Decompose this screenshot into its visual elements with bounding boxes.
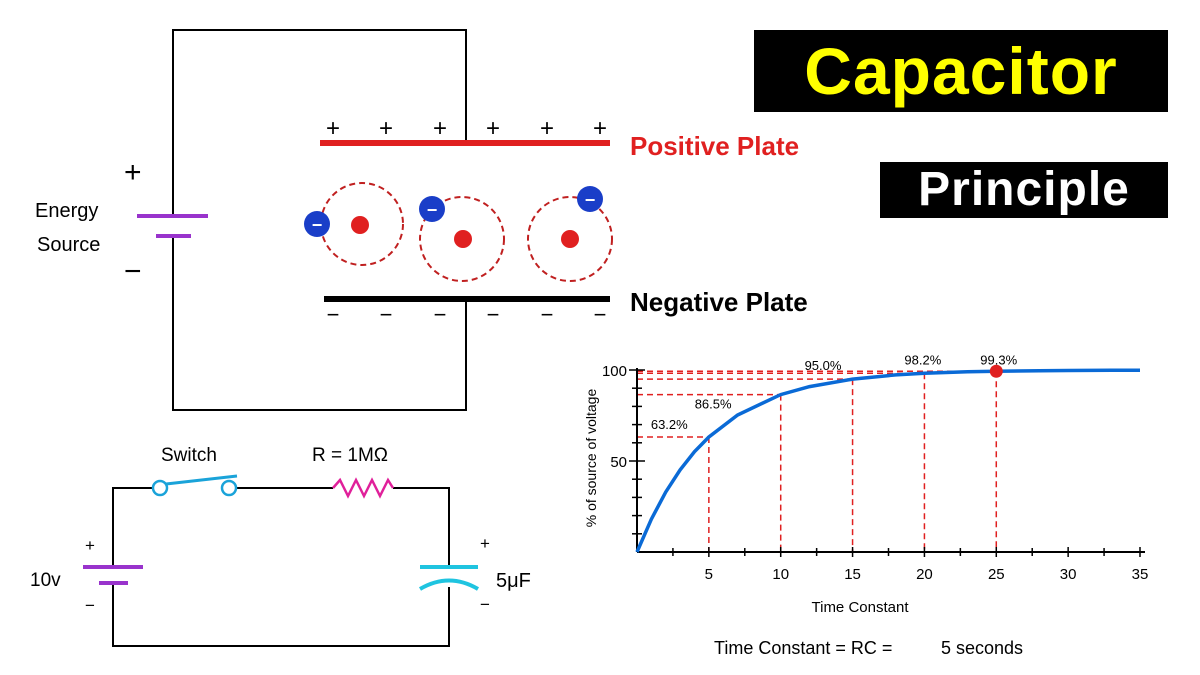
battery-minus: −: [85, 596, 95, 615]
minus-charge: −: [541, 302, 554, 327]
guide-lines: [637, 370, 998, 552]
title-principle: Principle: [880, 162, 1168, 218]
minus-charge: −: [327, 302, 340, 327]
plus-charge: +: [593, 115, 607, 142]
atom: −: [527, 186, 613, 282]
atom: −: [304, 182, 404, 266]
capacitor-label: 5μF: [496, 570, 531, 592]
plus-charge: +: [540, 115, 554, 142]
y-tick-label: 100: [602, 363, 627, 380]
minus-charge: −: [487, 302, 500, 327]
chart-axes: 5 10 15 20 25 30 35 50 100: [602, 363, 1148, 583]
electron: [419, 196, 445, 222]
switch-label: Switch: [161, 445, 217, 466]
annotation-label: 95.0%: [805, 358, 842, 373]
circuit-wire: [112, 487, 159, 567]
highlight-point: [989, 364, 1003, 378]
minus-charge: −: [434, 302, 447, 327]
x-tick-label: 10: [772, 566, 789, 583]
electron: [304, 211, 330, 237]
nucleus: [351, 216, 369, 234]
switch-terminal: [151, 479, 169, 497]
annotation-label: 98.2%: [904, 352, 941, 367]
rc-circuit: Switch R = 1MΩ 10v + − 5μF + −: [30, 445, 531, 647]
battery-plus: +: [85, 536, 95, 555]
minus-charge: −: [380, 302, 393, 327]
x-tick-label: 20: [916, 566, 933, 583]
electron-sign: −: [312, 215, 323, 235]
formula-lhs: Time Constant = RC =: [714, 638, 892, 658]
plus-charge: +: [326, 115, 340, 142]
formula-rhs: 5 seconds: [941, 638, 1023, 658]
orbit-circle: [320, 182, 404, 266]
electron-sign: −: [427, 200, 438, 220]
resistor-label: R = 1MΩ: [312, 445, 388, 466]
plus-charge: +: [379, 115, 393, 142]
atom: −: [419, 196, 505, 282]
switch-lever: [165, 474, 238, 486]
energy-source-minus: −: [124, 255, 142, 288]
plus-charge: +: [486, 115, 500, 142]
orbit-circle: [419, 196, 505, 282]
circuit-wire: [172, 29, 467, 216]
resistor: [332, 477, 395, 499]
annotation-label: 63.2%: [651, 417, 688, 432]
charging-curve-chart: 5 10 15 20 25 30 35 50 100 63.2% 86.5% 95.0% 98.2% 9…: [583, 352, 1148, 658]
battery-label: 10v: [30, 570, 61, 591]
circuit-wire: [393, 487, 450, 567]
negative-charges: − − − − − −: [327, 302, 607, 327]
x-axis-label: Time Constant: [812, 599, 910, 616]
circuit-wire: [112, 583, 450, 647]
negative-plate-label: Negative Plate: [630, 287, 808, 317]
top-capacitor-diagram: + − Energy Source Positive Plate Negativ…: [35, 29, 808, 411]
electron: [577, 186, 603, 212]
switch-terminal: [220, 479, 238, 497]
annotation-label: 86.5%: [695, 397, 732, 412]
annotation-label: 99.3%: [980, 352, 1017, 367]
annotation-labels: 63.2% 86.5% 95.0% 98.2% 99.3%: [651, 352, 1018, 432]
minus-charge: −: [594, 302, 607, 327]
x-tick-label: 35: [1132, 566, 1149, 583]
capacitor-minus: −: [480, 595, 490, 614]
y-tick-label: 50: [610, 454, 627, 471]
energy-source-plus: +: [124, 156, 142, 189]
nucleus: [561, 230, 579, 248]
x-tick-label: 5: [705, 566, 713, 583]
circuit-wire-lower: [172, 236, 467, 411]
x-tick-label: 25: [988, 566, 1005, 583]
energy-source-label-line2: Source: [37, 234, 100, 256]
y-axis-label: % of source of voltage: [583, 389, 599, 528]
nucleus: [454, 230, 472, 248]
positive-charges: + + + + + +: [326, 115, 607, 142]
capacitor-plus: +: [480, 534, 490, 553]
plus-charge: +: [433, 115, 447, 142]
electron-sign: −: [585, 190, 596, 210]
positive-plate-label: Positive Plate: [630, 131, 799, 161]
orbit-circle: [527, 196, 613, 282]
x-tick-label: 15: [844, 566, 861, 583]
energy-source-label-line1: Energy: [35, 200, 98, 222]
capacitor-curved-plate: [418, 578, 480, 591]
x-tick-label: 30: [1060, 566, 1077, 583]
charging-curve: [635, 368, 1141, 553]
title-capacitor: Capacitor: [754, 30, 1168, 112]
